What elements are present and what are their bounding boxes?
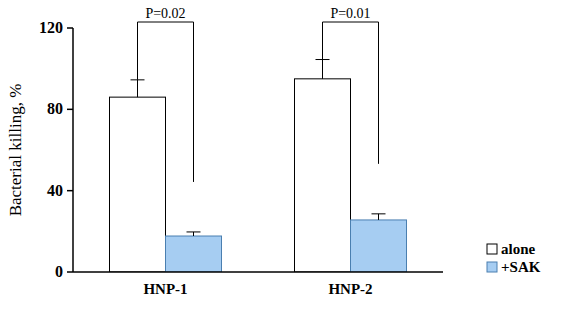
y-tick bbox=[67, 190, 73, 192]
bracket bbox=[138, 22, 194, 182]
x-axis bbox=[73, 271, 443, 273]
legend-label: alone bbox=[501, 241, 536, 257]
bar bbox=[166, 236, 222, 272]
error-bar bbox=[131, 80, 145, 97]
bracket bbox=[323, 22, 379, 164]
y-axis-title: Bacterial killing, % bbox=[6, 84, 25, 217]
y-tick-label: 40 bbox=[47, 182, 63, 199]
error-bar bbox=[316, 60, 330, 79]
chart: 0 40 80 120 Bacterial killing, % HNP-1 HNP-2 P=… bbox=[0, 0, 569, 310]
legend-swatch bbox=[487, 244, 497, 254]
error-bar bbox=[187, 232, 201, 236]
y-tick-label: 80 bbox=[47, 100, 63, 117]
y-tick-label: 0 bbox=[55, 263, 63, 280]
y-tick bbox=[67, 271, 73, 273]
x-tick-label: HNP-1 bbox=[143, 281, 187, 297]
legend-label: +SAK bbox=[501, 259, 541, 275]
bars bbox=[110, 79, 407, 272]
annotation: P=0.01 bbox=[330, 6, 370, 21]
bar bbox=[351, 220, 407, 272]
bar bbox=[295, 79, 351, 272]
annotation: P=0.02 bbox=[145, 6, 185, 21]
x-tick-label: HNP-2 bbox=[328, 281, 372, 297]
y-axis bbox=[72, 28, 74, 272]
error-bar bbox=[372, 214, 386, 220]
y-tick bbox=[67, 27, 73, 29]
legend-swatch bbox=[487, 262, 497, 272]
y-tick-label: 120 bbox=[39, 19, 63, 36]
bar bbox=[110, 97, 166, 272]
y-tick bbox=[67, 109, 73, 111]
